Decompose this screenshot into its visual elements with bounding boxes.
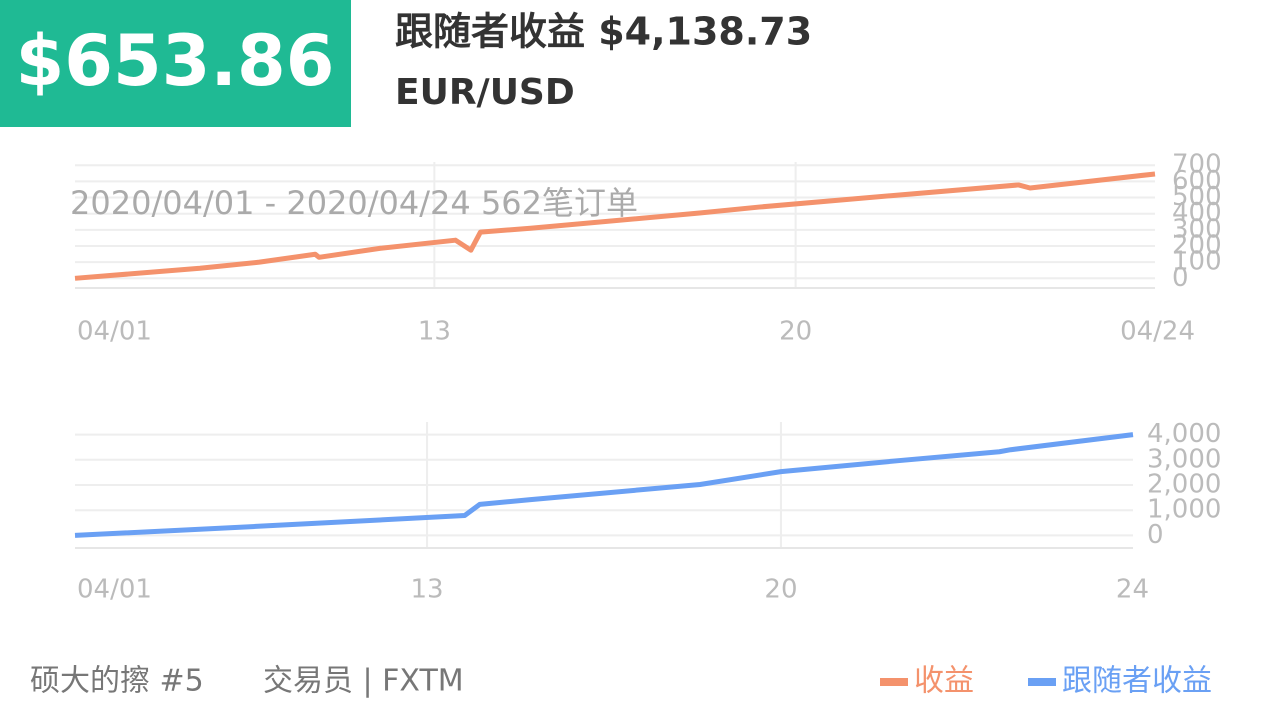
legend-swatch (880, 678, 908, 686)
y-tick-label: 400 (1172, 198, 1222, 228)
overlay-text: 2020/04/01 - 2020/04/24 562笔订单 (70, 184, 638, 222)
y-tick-label: 0 (1147, 520, 1164, 550)
y-tick-label: 600 (1172, 166, 1222, 196)
title: 跟随者收益 $4,138.73 (395, 10, 812, 54)
line-series (74, 432, 1134, 538)
x-tick-label: 24 (1116, 575, 1149, 605)
y-tick-label: 200 (1172, 231, 1222, 261)
x-tick-label: 20 (764, 575, 797, 605)
x-tick-label: 13 (418, 317, 451, 347)
x-tick-label: 13 (410, 575, 443, 605)
y-tick-label: 4,000 (1147, 419, 1221, 449)
legend: 收益 跟随者收益 (880, 664, 1212, 699)
x-tick-label: 04/01 (77, 575, 152, 605)
amount-badge (0, 0, 351, 127)
y-tick-label: 0 (1172, 263, 1189, 293)
line-series (74, 171, 1156, 281)
y-tick-label: 700 (1172, 150, 1222, 180)
x-tick-label: 20 (779, 317, 812, 347)
y-tick-label: 1,000 (1147, 495, 1221, 525)
symbol: EUR/USD (395, 72, 575, 113)
trader-role: 交易员 | FXTM (263, 664, 464, 699)
y-tick-label: 100 (1172, 247, 1222, 277)
x-tick-label: 04/01 (77, 317, 152, 347)
y-tick-label: 300 (1172, 214, 1222, 244)
legend-swatch (1028, 678, 1056, 686)
y-tick-label: 2,000 (1147, 470, 1221, 500)
amount: $653.86 (16, 20, 335, 102)
trader-name: 硕大的擦 #5 (30, 664, 204, 699)
y-tick-label: 500 (1172, 182, 1222, 212)
y-tick-label: 3,000 (1147, 444, 1221, 474)
legend-label: 跟随者收益 (1062, 664, 1212, 699)
x-tick-label: 04/24 (1120, 317, 1195, 347)
legend-label: 收益 (914, 664, 974, 699)
